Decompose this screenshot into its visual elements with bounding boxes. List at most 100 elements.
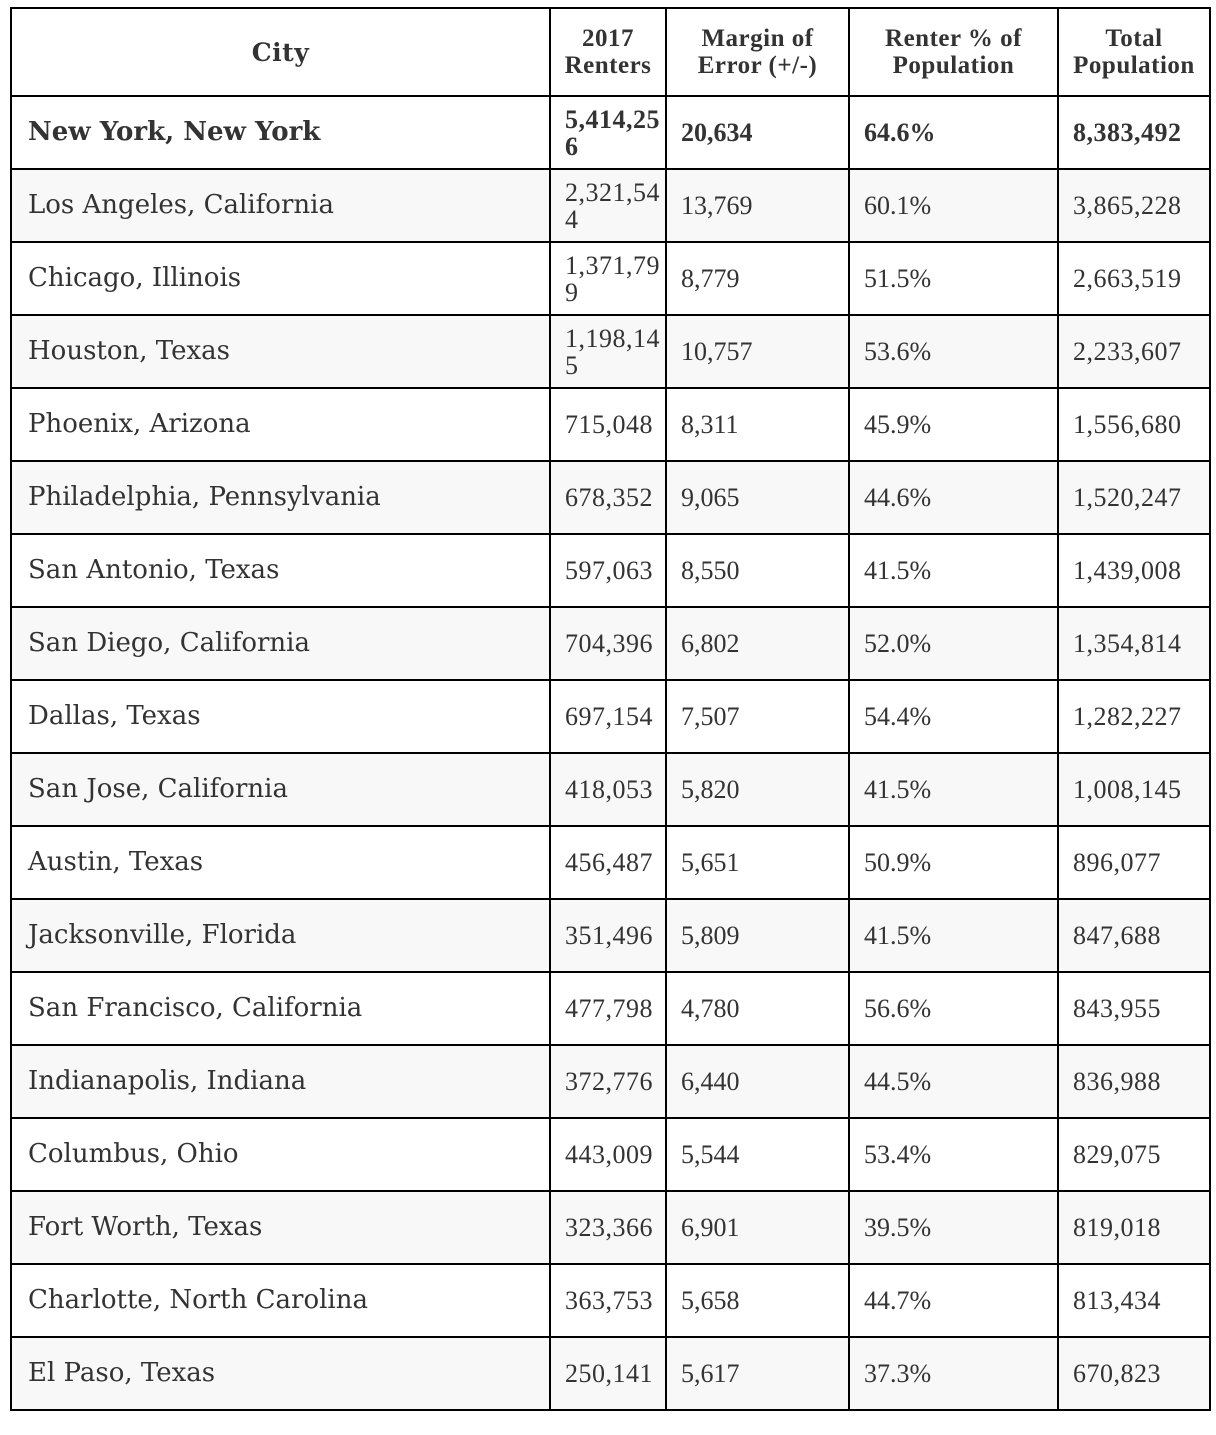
cell-city: San Jose, California xyxy=(10,752,551,827)
table-body: New York, New York 5,414,256 20,634 64.6% 8,… xyxy=(10,95,1211,1411)
header-row: City 2017 Renters Margin of Error (+/-) … xyxy=(10,7,1211,97)
cell-total-population: 836,988 xyxy=(1057,1044,1211,1119)
cell-renters: 250,141 xyxy=(549,1336,667,1411)
cell-margin-of-error: 5,809 xyxy=(665,898,850,973)
table-row: Phoenix, Arizona 715,048 8,311 45.9% 1,556,6… xyxy=(10,387,1211,462)
cell-margin-of-error: 5,820 xyxy=(665,752,850,827)
cell-city: Phoenix, Arizona xyxy=(10,387,551,462)
cell-city: San Antonio, Texas xyxy=(10,533,551,608)
cell-margin-of-error: 13,769 xyxy=(665,168,850,243)
cell-renters: 477,798 xyxy=(549,971,667,1046)
cell-renter-percent: 41.5% xyxy=(848,898,1059,973)
cell-renters: 697,154 xyxy=(549,679,667,754)
cell-total-population: 813,434 xyxy=(1057,1263,1211,1338)
table-row: Houston, Texas 1,198,145 10,757 53.6% 2,233,… xyxy=(10,314,1211,389)
table-row: Philadelphia, Pennsylvania 678,352 9,065 44… xyxy=(10,460,1211,535)
table-row: San Jose, California 418,053 5,820 41.5% 1,0… xyxy=(10,752,1211,827)
cell-city: San Diego, California xyxy=(10,606,551,681)
cell-renter-percent: 53.4% xyxy=(848,1117,1059,1192)
cell-renter-percent: 41.5% xyxy=(848,533,1059,608)
cell-renters: 323,366 xyxy=(549,1190,667,1265)
column-header-renters: 2017 Renters xyxy=(549,7,667,97)
cell-margin-of-error: 20,634 xyxy=(665,95,850,170)
cell-city: Austin, Texas xyxy=(10,825,551,900)
cell-margin-of-error: 4,780 xyxy=(665,971,850,1046)
cell-total-population: 843,955 xyxy=(1057,971,1211,1046)
cell-total-population: 2,233,607 xyxy=(1057,314,1211,389)
cell-renters: 1,371,799 xyxy=(549,241,667,316)
cell-renters: 363,753 xyxy=(549,1263,667,1338)
table-row: San Francisco, California 477,798 4,780 56.… xyxy=(10,971,1211,1046)
cell-margin-of-error: 8,550 xyxy=(665,533,850,608)
table-row: Columbus, Ohio 443,009 5,544 53.4% 829,075 xyxy=(10,1117,1211,1192)
cell-city: Los Angeles, California xyxy=(10,168,551,243)
cell-renter-percent: 37.3% xyxy=(848,1336,1059,1411)
cell-city: Charlotte, North Carolina xyxy=(10,1263,551,1338)
cell-renters: 372,776 xyxy=(549,1044,667,1119)
cell-renter-percent: 50.9% xyxy=(848,825,1059,900)
cell-total-population: 1,439,008 xyxy=(1057,533,1211,608)
cell-total-population: 896,077 xyxy=(1057,825,1211,900)
cell-total-population: 1,282,227 xyxy=(1057,679,1211,754)
cell-total-population: 2,663,519 xyxy=(1057,241,1211,316)
cell-renters: 5,414,256 xyxy=(549,95,667,170)
cell-city: Jacksonville, Florida xyxy=(10,898,551,973)
cell-total-population: 3,865,228 xyxy=(1057,168,1211,243)
cell-renter-percent: 53.6% xyxy=(848,314,1059,389)
cell-city: Chicago, Illinois xyxy=(10,241,551,316)
cell-renters: 351,496 xyxy=(549,898,667,973)
table-row: Jacksonville, Florida 351,496 5,809 41.5% 84… xyxy=(10,898,1211,973)
cell-renters: 1,198,145 xyxy=(549,314,667,389)
table-row: Chicago, Illinois 1,371,799 8,779 51.5% 2,66… xyxy=(10,241,1211,316)
cell-total-population: 8,383,492 xyxy=(1057,95,1211,170)
cell-renter-percent: 56.6% xyxy=(848,971,1059,1046)
cell-renter-percent: 44.7% xyxy=(848,1263,1059,1338)
cell-renters: 678,352 xyxy=(549,460,667,535)
cell-total-population: 1,556,680 xyxy=(1057,387,1211,462)
cell-margin-of-error: 6,440 xyxy=(665,1044,850,1119)
cell-renters: 597,063 xyxy=(549,533,667,608)
cell-renter-percent: 60.1% xyxy=(848,168,1059,243)
cell-total-population: 847,688 xyxy=(1057,898,1211,973)
table-row: Los Angeles, California 2,321,544 13,769 60… xyxy=(10,168,1211,243)
cell-total-population: 1,520,247 xyxy=(1057,460,1211,535)
cell-renter-percent: 54.4% xyxy=(848,679,1059,754)
cell-total-population: 1,008,145 xyxy=(1057,752,1211,827)
column-header-margin-of-error: Margin of Error (+/-) xyxy=(665,7,850,97)
table-row: Dallas, Texas 697,154 7,507 54.4% 1,282,227 xyxy=(10,679,1211,754)
table-row: San Antonio, Texas 597,063 8,550 41.5% 1,439… xyxy=(10,533,1211,608)
table-row: Charlotte, North Carolina 363,753 5,658 44.… xyxy=(10,1263,1211,1338)
cell-margin-of-error: 5,658 xyxy=(665,1263,850,1338)
cell-margin-of-error: 5,651 xyxy=(665,825,850,900)
column-header-total-population: Total Population xyxy=(1057,7,1211,97)
cell-total-population: 670,823 xyxy=(1057,1336,1211,1411)
cell-margin-of-error: 10,757 xyxy=(665,314,850,389)
cell-renters: 2,321,544 xyxy=(549,168,667,243)
cell-city: Philadelphia, Pennsylvania xyxy=(10,460,551,535)
cell-city: Columbus, Ohio xyxy=(10,1117,551,1192)
cell-city: El Paso, Texas xyxy=(10,1336,551,1411)
cell-renter-percent: 39.5% xyxy=(848,1190,1059,1265)
cell-city: Fort Worth, Texas xyxy=(10,1190,551,1265)
column-header-renter-percent: Renter % of Population xyxy=(848,7,1059,97)
table-row: Indianapolis, Indiana 372,776 6,440 44.5% 83… xyxy=(10,1044,1211,1119)
cell-renters: 704,396 xyxy=(549,606,667,681)
cell-renters: 443,009 xyxy=(549,1117,667,1192)
cell-total-population: 829,075 xyxy=(1057,1117,1211,1192)
table-row: Austin, Texas 456,487 5,651 50.9% 896,077 xyxy=(10,825,1211,900)
cell-renter-percent: 64.6% xyxy=(848,95,1059,170)
cell-renter-percent: 51.5% xyxy=(848,241,1059,316)
table-header: City 2017 Renters Margin of Error (+/-) … xyxy=(10,7,1211,97)
table-row: Fort Worth, Texas 323,366 6,901 39.5% 819,01… xyxy=(10,1190,1211,1265)
cell-city: Indianapolis, Indiana xyxy=(10,1044,551,1119)
cell-renter-percent: 44.6% xyxy=(848,460,1059,535)
column-header-city: City xyxy=(10,7,551,97)
cell-margin-of-error: 9,065 xyxy=(665,460,850,535)
cell-renter-percent: 44.5% xyxy=(848,1044,1059,1119)
table-row: New York, New York 5,414,256 20,634 64.6% 8,… xyxy=(10,95,1211,170)
cell-city: New York, New York xyxy=(10,95,551,170)
cell-city: Houston, Texas xyxy=(10,314,551,389)
cell-total-population: 1,354,814 xyxy=(1057,606,1211,681)
cell-renters: 456,487 xyxy=(549,825,667,900)
renters-table-container: City 2017 Renters Margin of Error (+/-) … xyxy=(10,7,1211,1411)
